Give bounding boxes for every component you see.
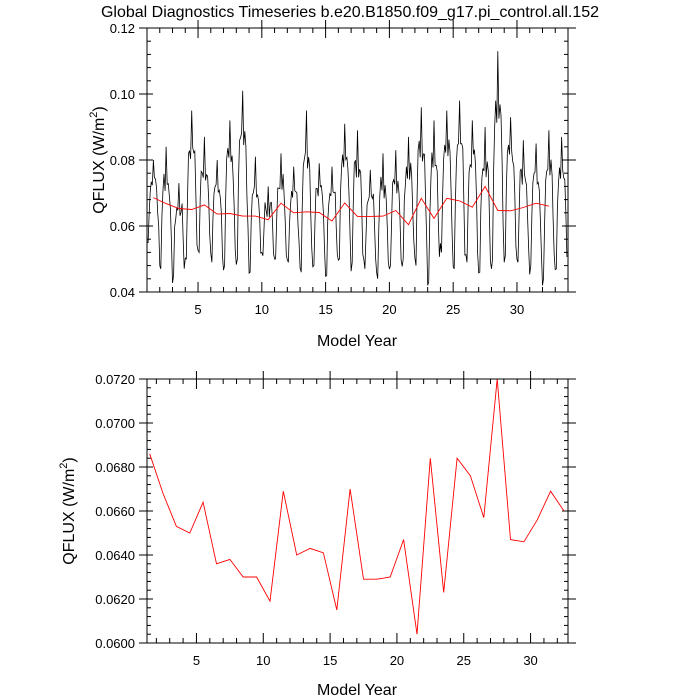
bottom-x-tick-label: 30 — [523, 653, 537, 668]
bottom-y-tick-label: 0.0720 — [95, 372, 135, 387]
top-y-tick-label: 0.12 — [110, 21, 135, 36]
bottom-x-tick-label: 20 — [390, 653, 404, 668]
top-y-axis-label-superscript: 2 — [88, 112, 100, 118]
bottom-x-tick-label: 25 — [457, 653, 471, 668]
bottom-y-tick-label: 0.0700 — [95, 416, 135, 431]
bottom-panel-frame — [146, 378, 569, 644]
bottom-x-tick-label: 5 — [193, 653, 200, 668]
top-panel-ticks: 5 10 15 20 25 30 0.04 0.06 0.08 0.10 0.12 — [110, 20, 576, 317]
bottom-y-axis-label-main: QFLUX (W/m — [61, 469, 78, 565]
bottom-x-tick-label: 15 — [323, 653, 337, 668]
bottom-y-tick-label: 0.0640 — [95, 548, 135, 563]
top-y-tick-label: 0.10 — [110, 87, 135, 102]
top-panel-frame — [146, 27, 569, 293]
bottom-panel-series — [149, 378, 565, 635]
top-x-tick-label: 30 — [510, 302, 524, 317]
bottom-y-tick-label: 0.0660 — [95, 504, 135, 519]
chart-title: Global Diagnostics Timeseries b.e20.B185… — [101, 4, 599, 21]
top-annual-mean-line — [153, 185, 550, 226]
top-panel-series — [146, 51, 568, 286]
top-y-tick-label: 0.08 — [110, 153, 135, 168]
top-monthly-series-line — [146, 51, 568, 286]
top-y-tick-label: 0.06 — [110, 219, 135, 234]
top-y-axis-label-main: QFLUX (W/m — [91, 118, 108, 214]
top-panel: 5 10 15 20 25 30 0.04 0.06 0.08 0.10 0.12 Model Ye… — [88, 20, 576, 350]
top-x-tick-label: 10 — [255, 302, 269, 317]
bottom-annual-mean-line — [149, 378, 565, 635]
bottom-y-axis-label: QFLUX (W/m2) — [58, 457, 78, 564]
top-y-tick-label: 0.04 — [110, 285, 135, 300]
bottom-x-axis-label: Model Year — [317, 682, 398, 699]
bottom-y-tick-label: 0.0600 — [95, 636, 135, 651]
top-y-axis-label-close: ) — [91, 106, 108, 111]
top-x-tick-label: 25 — [446, 302, 460, 317]
top-x-tick-label: 20 — [382, 302, 396, 317]
top-x-tick-label: 15 — [318, 302, 332, 317]
bottom-x-tick-label: 10 — [256, 653, 270, 668]
top-x-tick-label: 5 — [194, 302, 201, 317]
bottom-y-tick-label: 0.0620 — [95, 592, 135, 607]
bottom-panel: 5 10 15 20 25 30 0.0600 0.0620 0.0640 0.0660 0.068… — [58, 371, 576, 699]
bottom-y-axis-label-close: ) — [61, 457, 78, 462]
top-y-axis-label: QFLUX (W/m2) — [88, 106, 108, 213]
top-x-axis-label: Model Year — [317, 333, 398, 350]
bottom-panel-ticks: 5 10 15 20 25 30 0.0600 0.0620 0.0640 0.0660 0.068… — [95, 371, 576, 668]
bottom-y-axis-label-superscript: 2 — [58, 463, 70, 469]
bottom-y-tick-label: 0.0680 — [95, 460, 135, 475]
